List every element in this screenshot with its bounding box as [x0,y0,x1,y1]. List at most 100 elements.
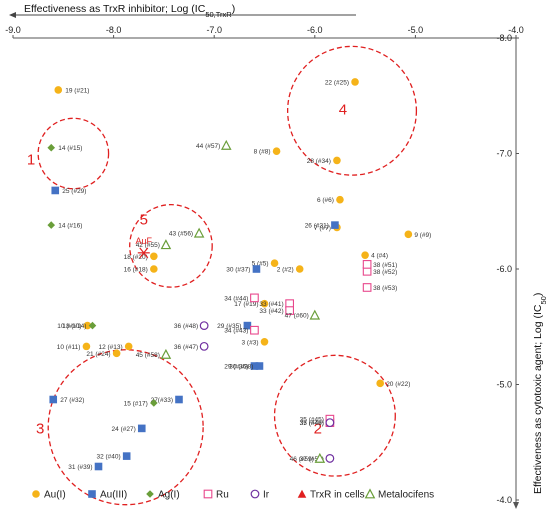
data-point-label: 13 (#14) [62,323,86,330]
data-point-label: 38 (#52) [373,269,397,276]
data-point [47,143,56,152]
auf-label: AuF [136,236,153,246]
data-point-label: 24 (#27) [112,426,136,433]
data-point-label: 35 (#46) [300,420,324,427]
data-point-label: 36 (#47) [174,344,198,351]
group-ellipse-4 [286,45,418,176]
data-point [309,309,321,320]
data-point-label: 17 (#19) [234,301,258,308]
data-point [295,265,304,273]
legend-label-0: Au(I) [44,490,66,501]
data-point-label: 26 (#31) [305,223,329,230]
data-point-label: 46 (#59) [290,456,314,463]
data-point [376,379,384,388]
data-point [193,227,205,238]
data-point-label: 14 (#16) [58,223,82,230]
data-point [82,342,91,351]
data-point-label: 27(#33) [151,397,173,404]
group-label-1: 1 [27,151,35,168]
data-point-label: 14 (#15) [58,145,82,152]
x-tick-label: -4.0 [508,25,524,35]
data-point [285,306,295,315]
data-point [150,399,158,407]
data-point [160,239,172,250]
data-point [150,252,158,261]
data-point-label: 30 (#37) [226,267,250,274]
y-tick-label: -7.0 [496,149,512,159]
data-point [362,260,372,269]
data-point [112,349,121,358]
data-point-label: 38 (#51) [373,262,397,269]
data-point [351,78,359,86]
data-point [220,139,232,150]
data-point-label: 7 (#7) [314,225,331,232]
data-point-label: 22 (#25) [325,79,349,86]
data-point-label: 34 (#43) [224,328,248,335]
data-point [361,251,369,259]
legend-marker-3 [203,489,213,499]
data-point [260,337,269,346]
data-point-label: 38 (#53) [373,285,397,292]
data-point [336,195,344,204]
legend-marker-4 [250,489,260,499]
data-point-label: 6 (#6) [317,197,334,204]
x-tick-label: -9.0 [5,25,21,35]
data-point [272,147,281,155]
data-point-label: 47 (#60) [285,313,309,320]
legend-label-6: Metalocifens [378,490,434,501]
data-point [150,265,158,273]
cluster-groups: 1 2 3 4 5 [27,45,418,506]
data-point [49,395,58,404]
auf-marker [137,247,150,259]
data-point [331,221,339,229]
data-point-label: 3 (#3) [242,339,259,346]
data-point [51,186,60,195]
x-title-arrow-head [9,12,16,18]
x-tick-label: -8.0 [106,25,122,35]
data-point-label: 10 (#10) [57,323,81,330]
group-ellipse-3 [47,349,204,506]
legend-label-4: Ir [263,490,270,501]
group-ellipse-2 [273,354,396,477]
legend-marker-5 [297,489,307,498]
data-point [250,293,259,303]
y-axis-title: Effectiveness as cytotoxic agent; Log (I… [532,293,548,494]
data-point-label: 10 (#11) [57,344,81,351]
data-point [404,230,413,239]
legend-label-2: Ag(I) [158,490,180,501]
data-point [325,454,335,463]
legend-label-5: TrxR in cells [310,490,365,501]
data-point [252,265,261,273]
data-point [362,283,372,292]
data-point-label: 18 (#20) [124,254,148,261]
legend-label-1: Au(III) [100,490,127,501]
data-point [88,321,97,330]
data-point-label: 43 (#56) [169,231,193,238]
group-label-2: 2 [314,420,322,437]
legend-marker-2 [146,490,154,498]
data-point-label: 15 (#17) [124,400,148,407]
y-tick-label: -5.0 [496,380,512,390]
x-tick-label: -5.0 [408,25,424,35]
data-point [250,325,259,335]
data-point [270,259,279,268]
data-point-label: 29 (#35) [217,323,241,330]
data-point-label: 4 (#4) [371,253,388,260]
x-tick-label: -7.0 [206,25,222,35]
auf-stroke [139,247,149,259]
data-point-label: 9 (#9) [414,232,431,239]
data-point-label: 12 (#13) [98,344,122,351]
data-point [83,321,92,330]
data-point-label: 19 (#21) [65,87,89,94]
legend-label-3: Ru [216,490,229,501]
data-point-label: 2 (#2) [277,267,294,274]
data-points: 2 (#2) 3 (#3) 4 (#4) 5 (#5) 6 (#6) 7 (#7) 8 (#… [47,78,431,471]
y-tick-label: -8.0 [496,33,512,43]
legend-marker-1 [88,490,96,498]
data-point-label: 45 (#58) [136,352,160,359]
data-point-label: 42 (#55) [136,242,160,249]
data-point-label: 21 (#24) [86,351,110,358]
data-point [260,299,269,308]
data-point-label: 25 (#29) [62,188,86,195]
data-point-label: 32 (#40) [96,454,120,461]
